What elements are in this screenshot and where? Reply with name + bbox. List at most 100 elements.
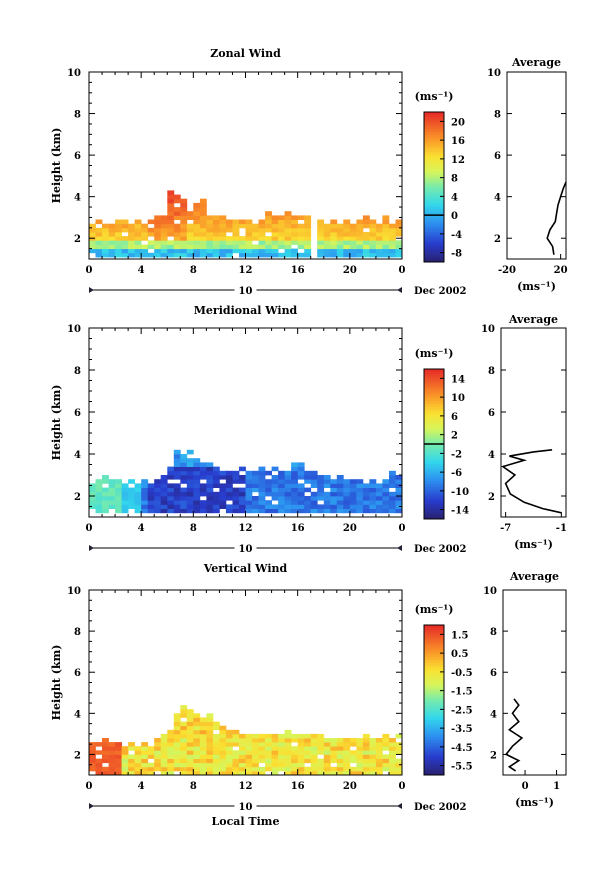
heatmap-cell [141,508,149,514]
heatmap-cell [141,491,149,497]
colorbar-swatch [424,461,444,465]
heatmap-cell [212,725,220,731]
colorbar-swatch [424,194,444,198]
heatmap-cell [265,762,272,768]
heatmap-cell [108,240,116,245]
colorbar-swatch [424,209,444,213]
heatmap-cell [199,470,207,476]
heatmap-cell [147,508,155,514]
heatmap-cell [121,483,129,488]
heatmap-cell [199,770,207,776]
heatmap-cell [95,491,103,497]
colorbar-swatch [424,474,444,477]
heatmap-cell [271,244,279,250]
heatmap-cell [304,742,312,747]
heatmap-cell [212,470,220,476]
heatmap-cell [369,762,377,768]
heatmap-cell [212,479,220,484]
heatmap-cell [395,746,403,751]
heatmap-cell [265,211,272,216]
date-label-bg [234,284,257,296]
heatmap-cell [395,750,403,755]
heatmap-cell [369,742,377,747]
heatmap-cell [343,738,351,743]
heatmap-cell [89,227,96,233]
heatmap-cell [102,252,109,258]
heatmap-cell [199,207,207,212]
heatmap-cell [180,470,188,476]
heatmap-cell [141,750,149,755]
heatmap-cell [193,219,201,225]
heatmap-cell [310,770,318,776]
heatmap-cell [245,746,253,751]
colorbar-swatch [424,249,444,253]
heatmap-cell [389,479,396,484]
colorbar-swatch [424,732,444,736]
heatmap-cell [362,491,370,497]
heatmap-cell [284,236,292,241]
heatmap-cell [141,479,149,484]
heatmap-cell [167,729,175,735]
colorbar-swatch [424,730,444,733]
heatmap-cell [108,758,116,764]
heatmap-cell [128,770,135,776]
heatmap-cell [356,248,364,254]
heatmap-cell [330,236,338,241]
heatmap-cell [167,240,175,245]
heatmap-cell [375,508,383,514]
heatmap-cell [304,479,312,484]
average-x-tick-label: 0 [522,781,529,792]
heatmap-cell [278,240,285,245]
heatmap-cell [160,223,168,229]
heatmap-cell [389,500,396,505]
heatmap-cell [134,244,142,250]
heatmap-cell [395,232,403,237]
heatmap-cell [193,508,201,514]
heatmap-cell [382,766,390,772]
heatmap-cell [252,248,259,254]
heatmap-cell [271,758,279,764]
colorbar-swatch [424,752,444,756]
colorbar-swatch [424,662,444,666]
heatmap-cell [330,483,338,488]
heatmap-cell [317,248,325,254]
y-tick-label: 2 [74,492,81,503]
heatmap-cell [291,766,298,772]
average-profile-line [546,181,567,255]
heatmap-cell [323,508,331,514]
heatmap-cell [317,491,325,497]
heatmap-cell [252,742,259,747]
heatmap-cell [395,762,403,768]
heatmap-cell [141,500,149,505]
heatmap-cell [349,236,357,241]
heatmap-cell [395,219,403,225]
heatmap-cell [252,475,259,480]
heatmap-cell [258,466,266,472]
heatmap-cell [375,232,383,237]
heatmap-cell [304,219,312,225]
heatmap-cell [212,240,220,245]
heatmap-cell [382,508,390,514]
heatmap-cell [330,746,338,751]
heatmap-cell [239,746,246,751]
heatmap-cell [115,750,122,755]
heatmap-cell [349,766,357,772]
heatmap-cell [173,227,181,233]
heatmap-cell [154,766,162,772]
colorbar-tick-label: 1.5 [451,630,468,641]
heatmap-cell [258,758,266,764]
heatmap-cell [232,219,240,225]
heatmap-cell [284,487,292,493]
heatmap-cell [212,746,220,751]
heatmap-cell [297,491,305,497]
heatmap-cell [128,742,135,747]
heatmap-cell [199,721,207,727]
heatmap-cell [278,227,285,233]
heatmap-cell [375,487,383,493]
heatmap-cell [362,232,370,237]
heatmap-cell [206,746,214,751]
heatmap-cell [167,766,175,772]
heatmap-cell [245,491,253,497]
heatmap-cell [323,483,331,488]
heatmap-cell [186,762,194,768]
